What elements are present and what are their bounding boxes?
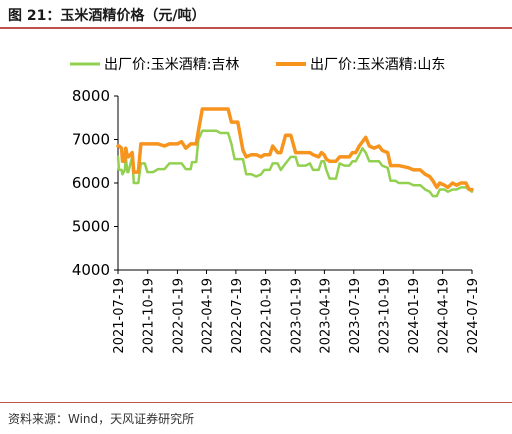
series-line-shandong: [116, 107, 474, 192]
chart-title: 图 21：玉米酒精价格（元/吨）: [8, 8, 206, 24]
x-tick-label: 2024-01-19: [407, 278, 422, 354]
x-axis: 2021-07-19 2021-10-19 2022-01-19 2022-04-19…: [112, 269, 481, 354]
x-tick-label: 2022-07-19: [230, 278, 245, 354]
series-layer: [116, 107, 474, 198]
legend-label: 出厂价:玉米酒精:山东: [310, 57, 445, 73]
x-tick-label: 2021-07-19: [112, 278, 127, 354]
x-tick-label: 2022-01-19: [171, 278, 186, 354]
x-tick-label: 2024-07-19: [466, 278, 481, 354]
source-divider: [0, 402, 512, 403]
x-tick-label: 2022-10-19: [260, 278, 275, 354]
y-axis: 4000 5000 6000 7000 8000: [72, 87, 119, 279]
x-tick-label: 2022-04-19: [201, 278, 216, 354]
series-line-jilin: [116, 129, 474, 198]
figure-header: 图 21：玉米酒精价格（元/吨）: [0, 0, 512, 29]
y-tick-label: 6000: [72, 174, 110, 192]
title-divider: [0, 27, 512, 29]
y-tick-label: 5000: [72, 218, 110, 236]
y-tick-label: 7000: [72, 131, 110, 149]
legend-label: 出厂价:玉米酒精:吉林: [104, 57, 239, 73]
x-tick-label: 2023-10-19: [378, 278, 393, 354]
x-tick-label: 2023-01-19: [289, 278, 304, 354]
x-tick-label: 2021-10-19: [142, 278, 157, 354]
y-tick-label: 4000: [72, 261, 110, 279]
source-note: 资料来源：Wind，天风证券研究所: [8, 412, 195, 426]
x-tick-label: 2024-04-19: [437, 278, 452, 354]
y-tick-label: 8000: [72, 87, 110, 105]
x-tick-label: 2023-04-19: [318, 278, 333, 354]
line-chart: 出厂价:玉米酒精:吉林 出厂价:玉米酒精:山东 4000 5000 6000 7000 8…: [70, 57, 481, 354]
chart-legend: 出厂价:玉米酒精:吉林 出厂价:玉米酒精:山东: [70, 57, 445, 73]
x-tick-label: 2023-07-19: [348, 278, 363, 354]
